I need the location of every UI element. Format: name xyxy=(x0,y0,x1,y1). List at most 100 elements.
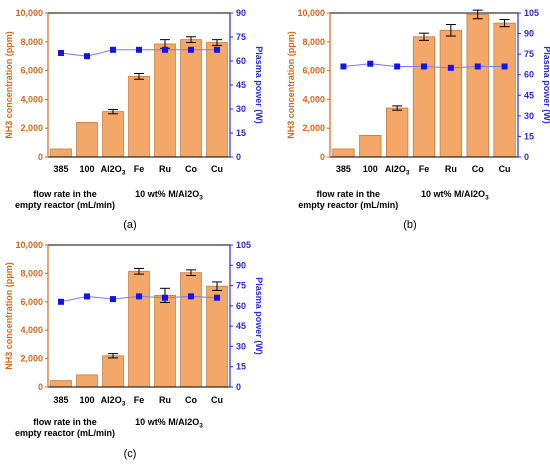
power-marker xyxy=(340,63,347,70)
left-tick-label: 4,000 xyxy=(20,325,43,335)
right-tick-label: 90 xyxy=(524,29,534,39)
category-label: Al2O3 xyxy=(101,164,126,177)
category-label: 100 xyxy=(79,164,94,174)
right-tick-label: 75 xyxy=(236,32,246,42)
power-marker xyxy=(394,63,401,70)
category-label: Co xyxy=(185,395,197,405)
category-label: Al2O3 xyxy=(101,395,126,408)
left-tick-label: 4,000 xyxy=(20,94,43,104)
bar xyxy=(332,148,355,158)
left-tick-label: 4,000 xyxy=(302,94,325,104)
category-label: Fe xyxy=(419,164,430,174)
chart-panel-1: 0 2,000 4,000 6,000 8,000 10,000 0 15 30 45 60 75 90… xyxy=(4,8,264,231)
right-tick-label: 60 xyxy=(524,70,534,80)
left-tick-label: 8,000 xyxy=(20,268,43,278)
right-axis-title: Plasma power (W) xyxy=(542,46,550,124)
right-tick-label: 15 xyxy=(524,131,534,141)
power-marker xyxy=(421,63,427,70)
right-tick-label: 60 xyxy=(236,301,246,311)
group-label-flow: empty reactor (mL/min) xyxy=(15,428,115,438)
right-tick-label: 30 xyxy=(236,104,246,114)
group-label-catalyst: 10 wt% M/Al2O3 xyxy=(421,189,489,202)
power-marker xyxy=(188,293,194,300)
bar xyxy=(493,22,516,158)
category-label: Ru xyxy=(445,164,457,174)
category-label: Ru xyxy=(159,395,171,405)
right-tick-label: 105 xyxy=(236,240,251,250)
power-marker xyxy=(214,46,220,53)
right-tick-label: 0 xyxy=(236,152,241,162)
right-tick-label: 45 xyxy=(236,321,246,331)
bar xyxy=(180,39,202,158)
right-tick-label: 90 xyxy=(236,8,246,18)
power-marker xyxy=(84,293,90,300)
power-marker xyxy=(214,294,220,301)
category-label: Co xyxy=(185,164,197,174)
chart-panel-3: 0 2,000 4,000 6,000 8,000 10,000 0 15 30 45 60 75 90… xyxy=(4,240,264,460)
category-label: Fe xyxy=(134,164,145,174)
category-label: Fe xyxy=(134,395,145,405)
power-marker xyxy=(110,296,116,303)
power-marker xyxy=(474,63,481,70)
left-axis-title: NH3 concentration (ppm) xyxy=(4,262,14,370)
right-tick-label: 15 xyxy=(236,128,246,138)
right-tick-label: 90 xyxy=(236,260,246,270)
left-axis-title: NH3 concentration (ppm) xyxy=(286,31,296,139)
right-tick-label: 75 xyxy=(524,49,534,59)
power-marker xyxy=(136,46,142,53)
power-marker xyxy=(110,46,116,53)
left-tick-label: 0 xyxy=(38,152,43,162)
bar xyxy=(385,107,409,158)
power-marker xyxy=(447,64,454,71)
power-marker xyxy=(162,294,168,301)
power-marker xyxy=(58,298,64,305)
left-tick-label: 8,000 xyxy=(302,37,325,47)
category-label: Ru xyxy=(159,164,171,174)
category-label: Al2O3 xyxy=(385,164,410,177)
bar xyxy=(206,42,228,158)
left-tick-label: 8,000 xyxy=(20,37,43,47)
power-marker xyxy=(501,63,508,70)
bar xyxy=(128,270,150,388)
bar xyxy=(154,43,176,158)
power-marker xyxy=(84,53,90,60)
right-tick-label: 45 xyxy=(236,80,246,90)
panel-caption: (c) xyxy=(124,448,137,460)
bar xyxy=(154,295,176,388)
category-label: 100 xyxy=(79,395,94,405)
right-tick-label: 30 xyxy=(524,111,534,121)
category-label: Co xyxy=(472,164,484,174)
category-label: Cu xyxy=(211,164,223,174)
power-marker xyxy=(367,60,374,67)
right-axis-title: Plasma power (W) xyxy=(254,277,264,355)
category-label: 385 xyxy=(53,395,68,405)
chart-panel-2: 0 2,000 4,000 6,000 8,000 10,000 0 15 30 45 60 75 90… xyxy=(286,8,550,231)
group-label-flow: flow rate in the xyxy=(317,189,381,199)
bar xyxy=(128,75,150,158)
right-tick-label: 45 xyxy=(524,90,534,100)
left-axis-title: NH3 concentration (ppm) xyxy=(4,31,14,139)
power-marker xyxy=(188,46,194,53)
panel-caption: (b) xyxy=(403,219,416,231)
bar xyxy=(180,272,202,388)
bar xyxy=(76,374,98,388)
right-axis-title: Plasma power (W) xyxy=(254,46,264,124)
bar xyxy=(412,36,436,158)
category-label: Cu xyxy=(211,395,223,405)
left-tick-label: 10,000 xyxy=(15,8,43,18)
left-tick-label: 0 xyxy=(320,152,325,162)
left-tick-label: 6,000 xyxy=(20,297,43,307)
left-tick-label: 10,000 xyxy=(297,8,325,18)
left-tick-label: 2,000 xyxy=(302,123,325,133)
bar xyxy=(50,380,72,388)
bar xyxy=(76,122,98,158)
right-tick-label: 15 xyxy=(236,362,246,372)
right-tick-label: 0 xyxy=(524,152,529,162)
group-label-catalyst: 10 wt% M/Al2O3 xyxy=(135,417,203,430)
panel-caption: (a) xyxy=(123,219,136,231)
category-label: 385 xyxy=(53,164,68,174)
bar xyxy=(50,148,72,158)
left-tick-label: 0 xyxy=(38,382,43,392)
left-tick-label: 2,000 xyxy=(20,123,43,133)
